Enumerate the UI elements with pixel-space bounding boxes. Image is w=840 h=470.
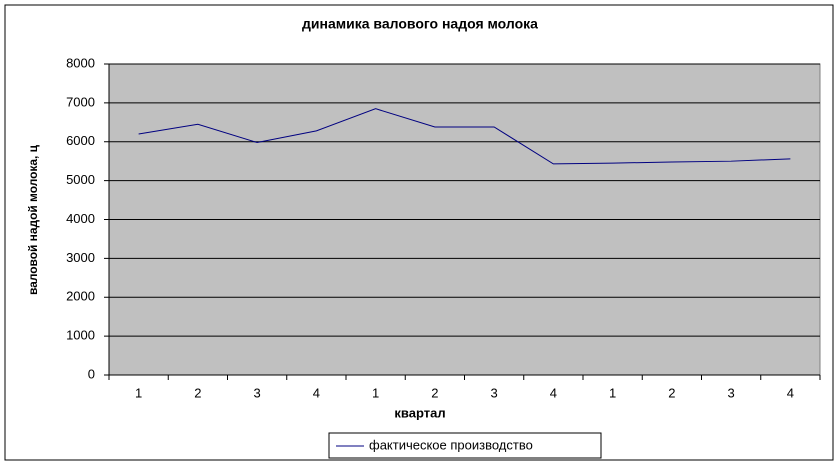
y-tick-label: 6000 xyxy=(66,133,95,148)
y-axis-label: валовой надой молока, ц xyxy=(26,144,40,295)
y-tick-label: 3000 xyxy=(66,250,95,265)
x-axis-label: квартал xyxy=(394,405,445,420)
y-tick-label: 1000 xyxy=(66,328,95,343)
x-tick-label: 2 xyxy=(194,385,201,400)
x-tick-label: 1 xyxy=(135,385,142,400)
x-tick-label: 1 xyxy=(609,385,616,400)
y-tick-label: 8000 xyxy=(66,55,95,70)
x-tick-label: 4 xyxy=(787,385,794,400)
x-tick-label: 2 xyxy=(668,385,675,400)
chart-title: динамика валового надоя молока xyxy=(302,16,538,32)
data-line xyxy=(138,108,791,165)
x-tick-label: 3 xyxy=(491,385,498,400)
x-tick-label: 4 xyxy=(550,385,557,400)
legend-label: фактическое производство xyxy=(369,437,533,452)
x-tick-label: 3 xyxy=(254,385,261,400)
x-tick-label: 1 xyxy=(372,385,379,400)
x-tick-label: 3 xyxy=(728,385,735,400)
legend-box xyxy=(328,432,602,459)
y-tick-label: 0 xyxy=(88,366,95,381)
x-tick-label: 4 xyxy=(313,385,320,400)
x-tick-label: 2 xyxy=(431,385,438,400)
y-tick-label: 5000 xyxy=(66,172,95,187)
y-tick-label: 2000 xyxy=(66,289,95,304)
y-tick-label: 4000 xyxy=(66,211,95,226)
y-tick-label: 7000 xyxy=(66,94,95,109)
